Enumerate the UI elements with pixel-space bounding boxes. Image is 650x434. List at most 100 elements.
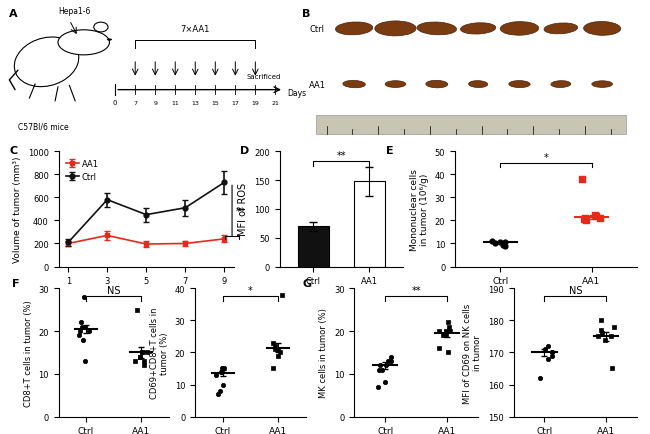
Point xyxy=(580,215,591,222)
Y-axis label: CD8+T cells in tumor (%): CD8+T cells in tumor (%) xyxy=(23,299,32,406)
Point xyxy=(540,346,551,353)
Point xyxy=(135,353,146,360)
Point xyxy=(441,332,451,339)
Point xyxy=(375,362,385,369)
Point xyxy=(443,349,454,356)
Point xyxy=(441,328,451,335)
Text: 17: 17 xyxy=(231,100,239,105)
Text: AA1: AA1 xyxy=(309,80,326,89)
Text: F: F xyxy=(12,278,20,288)
Y-axis label: MK cells in tumor (%): MK cells in tumor (%) xyxy=(319,308,328,398)
Point xyxy=(596,327,606,334)
Point xyxy=(595,215,605,222)
Point xyxy=(543,343,553,350)
Point xyxy=(547,349,557,356)
Point xyxy=(138,362,149,369)
Point xyxy=(591,213,601,220)
X-axis label: Days: Days xyxy=(134,291,159,301)
Ellipse shape xyxy=(460,24,496,35)
Ellipse shape xyxy=(426,81,448,89)
Point xyxy=(374,366,384,373)
Point xyxy=(443,319,453,326)
Ellipse shape xyxy=(343,81,365,89)
Text: Sacrificed: Sacrificed xyxy=(247,73,281,79)
Point xyxy=(490,240,501,247)
Point xyxy=(578,216,589,223)
Circle shape xyxy=(58,31,109,56)
Text: C: C xyxy=(9,146,18,156)
Point xyxy=(438,332,448,339)
Point xyxy=(434,328,445,335)
Point xyxy=(384,358,394,365)
Y-axis label: MFI of CD69 on NK cells
in tumor: MFI of CD69 on NK cells in tumor xyxy=(463,302,482,403)
Point xyxy=(211,372,221,378)
Text: Ctrl: Ctrl xyxy=(309,25,324,34)
Text: 7×AA1: 7×AA1 xyxy=(181,25,210,34)
Point xyxy=(270,346,280,353)
Text: *: * xyxy=(543,152,549,162)
Ellipse shape xyxy=(500,23,539,36)
Text: 19: 19 xyxy=(252,100,259,105)
Y-axis label: CD69+CD8+T cells in
tumor (%): CD69+CD8+T cells in tumor (%) xyxy=(150,307,169,398)
Point xyxy=(269,343,280,350)
Point xyxy=(606,365,617,372)
Point xyxy=(135,353,146,360)
Point xyxy=(75,328,85,335)
Ellipse shape xyxy=(94,23,108,33)
Text: 7: 7 xyxy=(133,100,137,105)
Ellipse shape xyxy=(385,82,406,88)
Ellipse shape xyxy=(509,82,530,89)
Y-axis label: Mononuclear cells
in tumor (10⁶/g): Mononuclear cells in tumor (10⁶/g) xyxy=(410,168,429,250)
Ellipse shape xyxy=(375,22,416,37)
Text: E: E xyxy=(386,146,393,156)
Point xyxy=(139,358,150,365)
Point xyxy=(137,349,148,356)
Ellipse shape xyxy=(107,40,112,41)
Text: A: A xyxy=(9,9,18,19)
Point xyxy=(597,330,607,337)
Ellipse shape xyxy=(417,23,456,36)
Point xyxy=(372,383,383,390)
Point xyxy=(445,328,455,335)
Point xyxy=(547,349,557,356)
Ellipse shape xyxy=(551,82,571,88)
Bar xyxy=(298,227,329,267)
Point xyxy=(79,358,90,365)
Point xyxy=(136,349,147,356)
Point xyxy=(84,328,94,335)
Text: G: G xyxy=(302,278,311,288)
Text: 0: 0 xyxy=(113,99,118,105)
Point xyxy=(386,353,396,360)
Ellipse shape xyxy=(335,23,373,36)
Point xyxy=(595,317,606,324)
Point xyxy=(79,294,89,301)
Point xyxy=(216,368,227,375)
Point xyxy=(500,239,511,246)
Point xyxy=(487,238,497,245)
Legend: AA1, Ctrl: AA1, Ctrl xyxy=(62,156,102,185)
Text: 11: 11 xyxy=(172,100,179,105)
Text: 9: 9 xyxy=(153,100,157,105)
Point xyxy=(268,365,279,372)
Point xyxy=(129,358,140,365)
Point xyxy=(219,365,229,372)
Point xyxy=(277,292,287,299)
Point xyxy=(142,349,152,356)
Point xyxy=(581,217,592,224)
Text: *: * xyxy=(248,285,253,295)
Point xyxy=(80,324,90,331)
Point xyxy=(380,379,391,386)
Point xyxy=(273,346,283,353)
Point xyxy=(78,336,88,343)
Point xyxy=(542,355,552,362)
Y-axis label: MFI of ROS: MFI of ROS xyxy=(239,183,248,236)
Point xyxy=(593,333,603,340)
Point xyxy=(218,381,229,388)
Point xyxy=(386,358,396,365)
Point xyxy=(216,368,227,375)
Text: NS: NS xyxy=(569,285,582,295)
Point xyxy=(534,375,545,382)
Point xyxy=(498,242,508,249)
Text: D: D xyxy=(240,146,249,156)
Point xyxy=(73,332,84,339)
